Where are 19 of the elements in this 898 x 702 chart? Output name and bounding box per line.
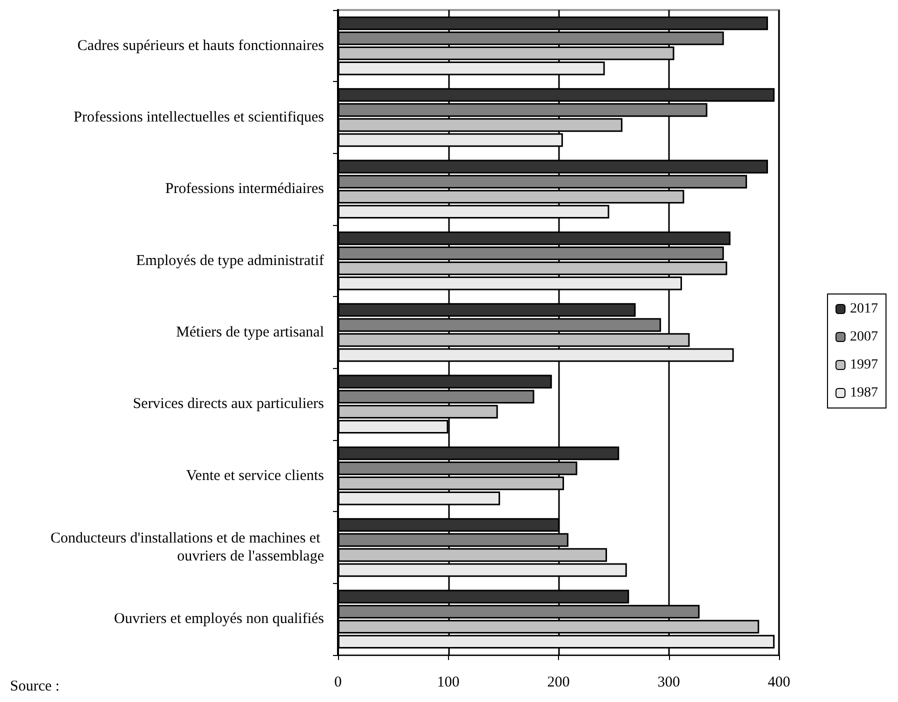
y-tick-label: Métiers de type artisanal <box>176 324 324 340</box>
x-tick-label: 0 <box>334 674 342 690</box>
source-note: Source : <box>10 678 60 694</box>
legend-label: 1987 <box>850 386 878 400</box>
y-tick-label: Professions intellectuelles et scientifiques <box>74 110 324 126</box>
y-tick-label: Conducteurs d'installations et de machines et ouvriers de l'assemblage <box>50 530 324 564</box>
y-tick-label: Services directs aux particuliers <box>132 396 324 412</box>
y-tick-label: Professions intermédiaires <box>165 181 324 198</box>
y-tick-label: Employés de type administratif <box>136 252 324 269</box>
legend-label: 2017 <box>850 302 878 316</box>
y-tick-label: Ouvriers et employés non qualifiés <box>114 611 324 628</box>
x-tick-label: 400 <box>768 674 790 690</box>
x-tick-label: 300 <box>658 674 680 690</box>
y-tick-label: Cadres supérieurs et hauts fonctionnaires <box>77 38 324 54</box>
legend-label: 2007 <box>850 330 878 344</box>
y-tick-label: Vente et service clients <box>186 468 324 484</box>
x-tick-label: 200 <box>547 674 570 690</box>
legend-label: 1997 <box>850 358 878 372</box>
x-tick-label: 100 <box>437 674 460 690</box>
